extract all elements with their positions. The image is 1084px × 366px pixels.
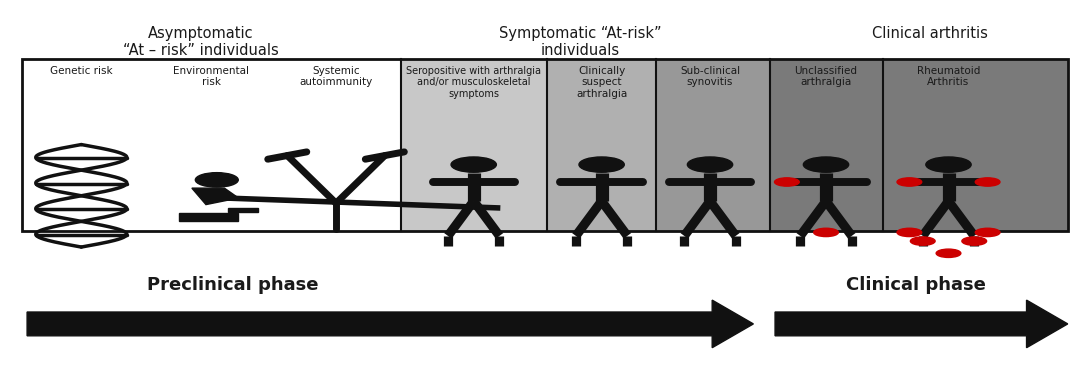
Circle shape — [926, 157, 971, 172]
Circle shape — [803, 157, 849, 172]
Text: Genetic risk: Genetic risk — [50, 66, 113, 76]
Bar — [656, 59, 770, 231]
Text: Unclassified
arthralgia: Unclassified arthralgia — [795, 66, 857, 87]
Bar — [401, 59, 547, 231]
Circle shape — [896, 228, 921, 236]
Text: Preclinical phase: Preclinical phase — [147, 276, 319, 295]
Text: Symptomatic “At-risk”
individuals: Symptomatic “At-risk” individuals — [499, 26, 661, 58]
Polygon shape — [192, 188, 238, 205]
Circle shape — [962, 237, 986, 245]
Circle shape — [774, 178, 799, 186]
Circle shape — [896, 178, 921, 186]
Circle shape — [579, 157, 624, 172]
Bar — [22, 59, 401, 231]
Text: Clinically
suspect
arthralgia: Clinically suspect arthralgia — [576, 66, 628, 99]
Bar — [179, 213, 238, 221]
Bar — [228, 208, 258, 212]
Bar — [770, 59, 1068, 231]
Text: Clinical phase: Clinical phase — [846, 276, 986, 295]
Text: Environmental
risk: Environmental risk — [173, 66, 249, 87]
FancyArrow shape — [775, 300, 1068, 348]
Circle shape — [195, 173, 238, 187]
Text: Sub-clinical
synovitis: Sub-clinical synovitis — [680, 66, 740, 87]
Bar — [22, 59, 1068, 231]
Circle shape — [451, 157, 496, 172]
Bar — [547, 59, 656, 231]
Text: Seropositive with arthralgia
and/or musculoskeletal
symptoms: Seropositive with arthralgia and/or musc… — [406, 66, 541, 99]
Circle shape — [937, 249, 960, 257]
Text: Asymptomatic
“At – risk” individuals: Asymptomatic “At – risk” individuals — [122, 26, 279, 58]
Circle shape — [976, 228, 1001, 236]
Circle shape — [911, 237, 935, 245]
Text: Clinical arthritis: Clinical arthritis — [873, 26, 988, 41]
Circle shape — [687, 157, 733, 172]
Circle shape — [814, 228, 838, 236]
FancyArrow shape — [27, 300, 753, 348]
Circle shape — [976, 178, 1001, 186]
Text: Rheumatoid
Arthritis: Rheumatoid Arthritis — [917, 66, 980, 87]
Text: Systemic
autoimmunity: Systemic autoimmunity — [299, 66, 373, 87]
